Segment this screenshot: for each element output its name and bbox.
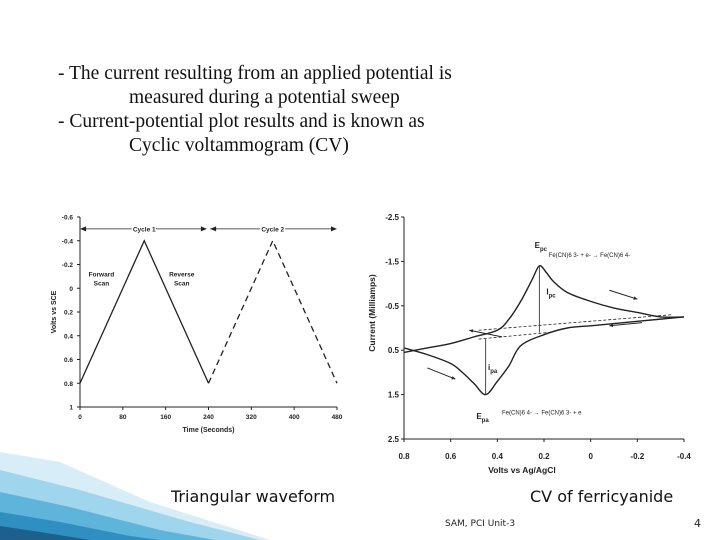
x-tick-label: 240: [203, 414, 214, 421]
bullet-1-line-2: measured during a potential sweep: [58, 86, 578, 110]
label-reverse: Reverse: [169, 271, 195, 278]
y-tick-label: -0.5: [385, 302, 399, 311]
x-tick-label: 480: [332, 414, 343, 421]
x-tick-label: 160: [160, 414, 171, 421]
page-number: 4: [694, 517, 701, 530]
x-tick-label: 0: [588, 452, 593, 461]
label-cycle-1: Cycle 1: [133, 226, 156, 233]
decorative-corner-stripes: [0, 452, 280, 540]
reaction-reduction: Fe(CN)6 3- + e- → Fe(CN)6 4-: [549, 253, 631, 259]
y-tick-label: 0.6: [64, 357, 73, 364]
label-forward: Forward: [89, 271, 115, 278]
label-cycle-2: Cycle 2: [261, 226, 284, 233]
x-axis-title: Time (Seconds): [183, 427, 235, 434]
reaction-oxidation: Fe(CN)6 4- → Fe(CN)6 3- + e: [502, 411, 582, 417]
x-tick-label: 0.2: [538, 452, 550, 461]
y-tick-label: 0: [69, 286, 73, 293]
x-tick-label: 0: [78, 414, 82, 421]
x-tick-label: -0.2: [630, 452, 644, 461]
x-tick-label: -0.4: [677, 452, 691, 461]
y-tick-label: -1.5: [385, 257, 399, 266]
y-tick-label: -0.6: [62, 215, 74, 222]
y-tick-label: 0.8: [64, 381, 73, 388]
y-axis-title: Volts vs SCE: [51, 290, 58, 333]
cv-chart: -2.5 -1.5 -0.5 0.5 1.5 2.5 0.8 0.6 0.4 0.2 0 -0.2 -0…: [362, 205, 702, 490]
x-tick-label: 320: [246, 414, 257, 421]
x-tick-label: 80: [119, 414, 127, 421]
y-tick-label: 1.5: [388, 391, 400, 400]
label-forward-scan: Scan: [94, 280, 110, 287]
triangular-waveform-chart: -0.6-0.4-0.200.20.40.60.810 80 160 240 320 40…: [40, 205, 350, 445]
bullet-1-line-1: - The current resulting from an applied …: [58, 62, 578, 86]
x-axis-title: Volts vs Ag/AgCl: [488, 465, 556, 475]
y-tick-label: 1: [69, 405, 73, 412]
y-tick-label: 0.5: [388, 346, 400, 355]
x-tick-label: 400: [289, 414, 300, 421]
x-tick-label: 0.4: [492, 452, 504, 461]
y-axis-title: Current (Milliamps): [367, 274, 377, 352]
slide-bullets: - The current resulting from an applied …: [58, 62, 578, 158]
y-tick-label: 0.4: [64, 333, 73, 340]
y-tick-label: -2.5: [385, 213, 399, 222]
label-reverse-scan: Scan: [174, 280, 190, 287]
bullet-2-line-2: Cyclic voltammogram (CV): [58, 134, 578, 158]
y-tick-label: 0.2: [64, 310, 73, 317]
footer-text: SAM, PCI Unit-3: [445, 519, 515, 529]
y-tick-label: -0.4: [62, 238, 74, 245]
y-tick-label: -0.2: [62, 262, 74, 269]
x-tick-label: 0.6: [445, 452, 457, 461]
x-tick-label: 0.8: [398, 452, 410, 461]
caption-right: CV of ferricyanide: [530, 487, 673, 506]
y-tick-label: 2.5: [388, 435, 400, 444]
bullet-2-line-1: - Current-potential plot results and is …: [58, 110, 578, 134]
